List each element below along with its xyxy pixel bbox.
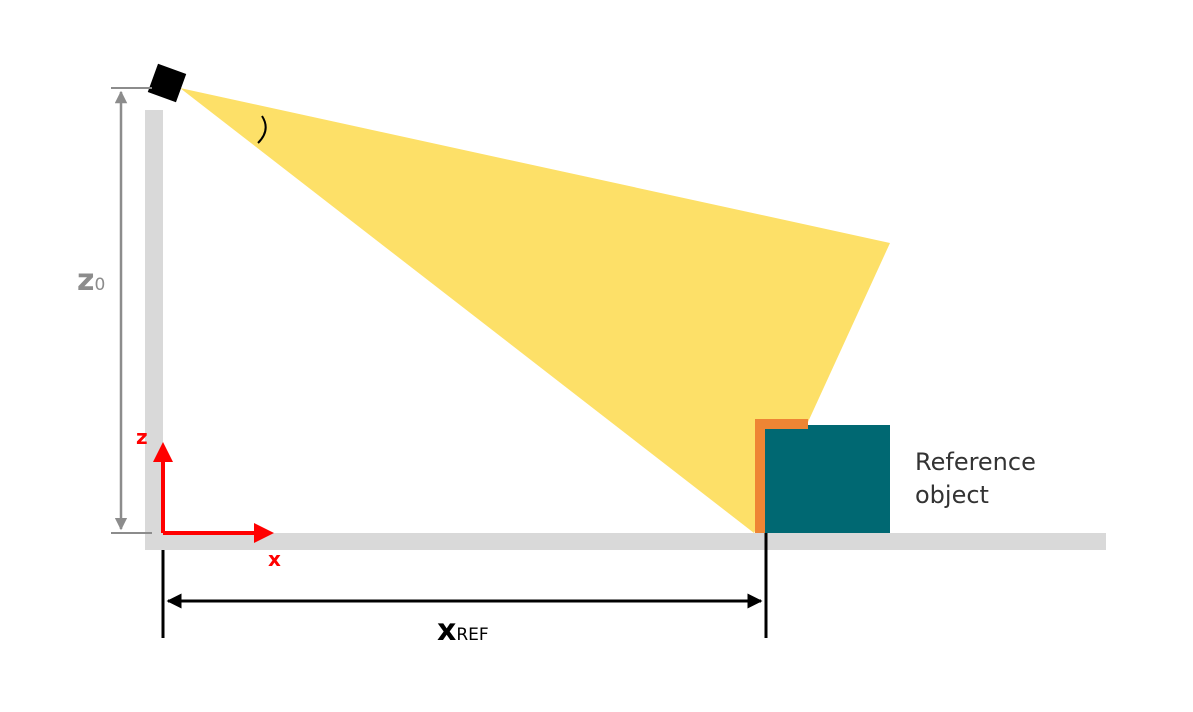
beam-angle-arc bbox=[257, 115, 267, 144]
z0-label: z0 bbox=[77, 263, 105, 298]
coordinate-axes bbox=[153, 442, 274, 543]
floor bbox=[145, 533, 1106, 550]
xref-subscript: REF bbox=[456, 625, 488, 645]
reference-object-label-line2: object bbox=[915, 481, 989, 509]
axis-z-label: z bbox=[136, 425, 148, 449]
xref-dimension bbox=[161, 533, 768, 638]
z0-main: z bbox=[77, 263, 94, 298]
z0-dimension bbox=[111, 87, 152, 534]
sensor-icon bbox=[147, 63, 187, 103]
axis-x-label: x bbox=[268, 547, 281, 571]
z0-subscript: 0 bbox=[94, 275, 105, 295]
wall bbox=[145, 110, 163, 550]
reference-object-label-line1: Reference bbox=[915, 448, 1036, 476]
sensor-beam bbox=[180, 88, 890, 533]
xref-label: xREF bbox=[437, 613, 489, 648]
reference-object bbox=[765, 425, 890, 533]
reference-object-label: Reference object bbox=[915, 448, 1044, 509]
reference-object-edge bbox=[755, 419, 808, 533]
xref-main: x bbox=[437, 613, 456, 648]
